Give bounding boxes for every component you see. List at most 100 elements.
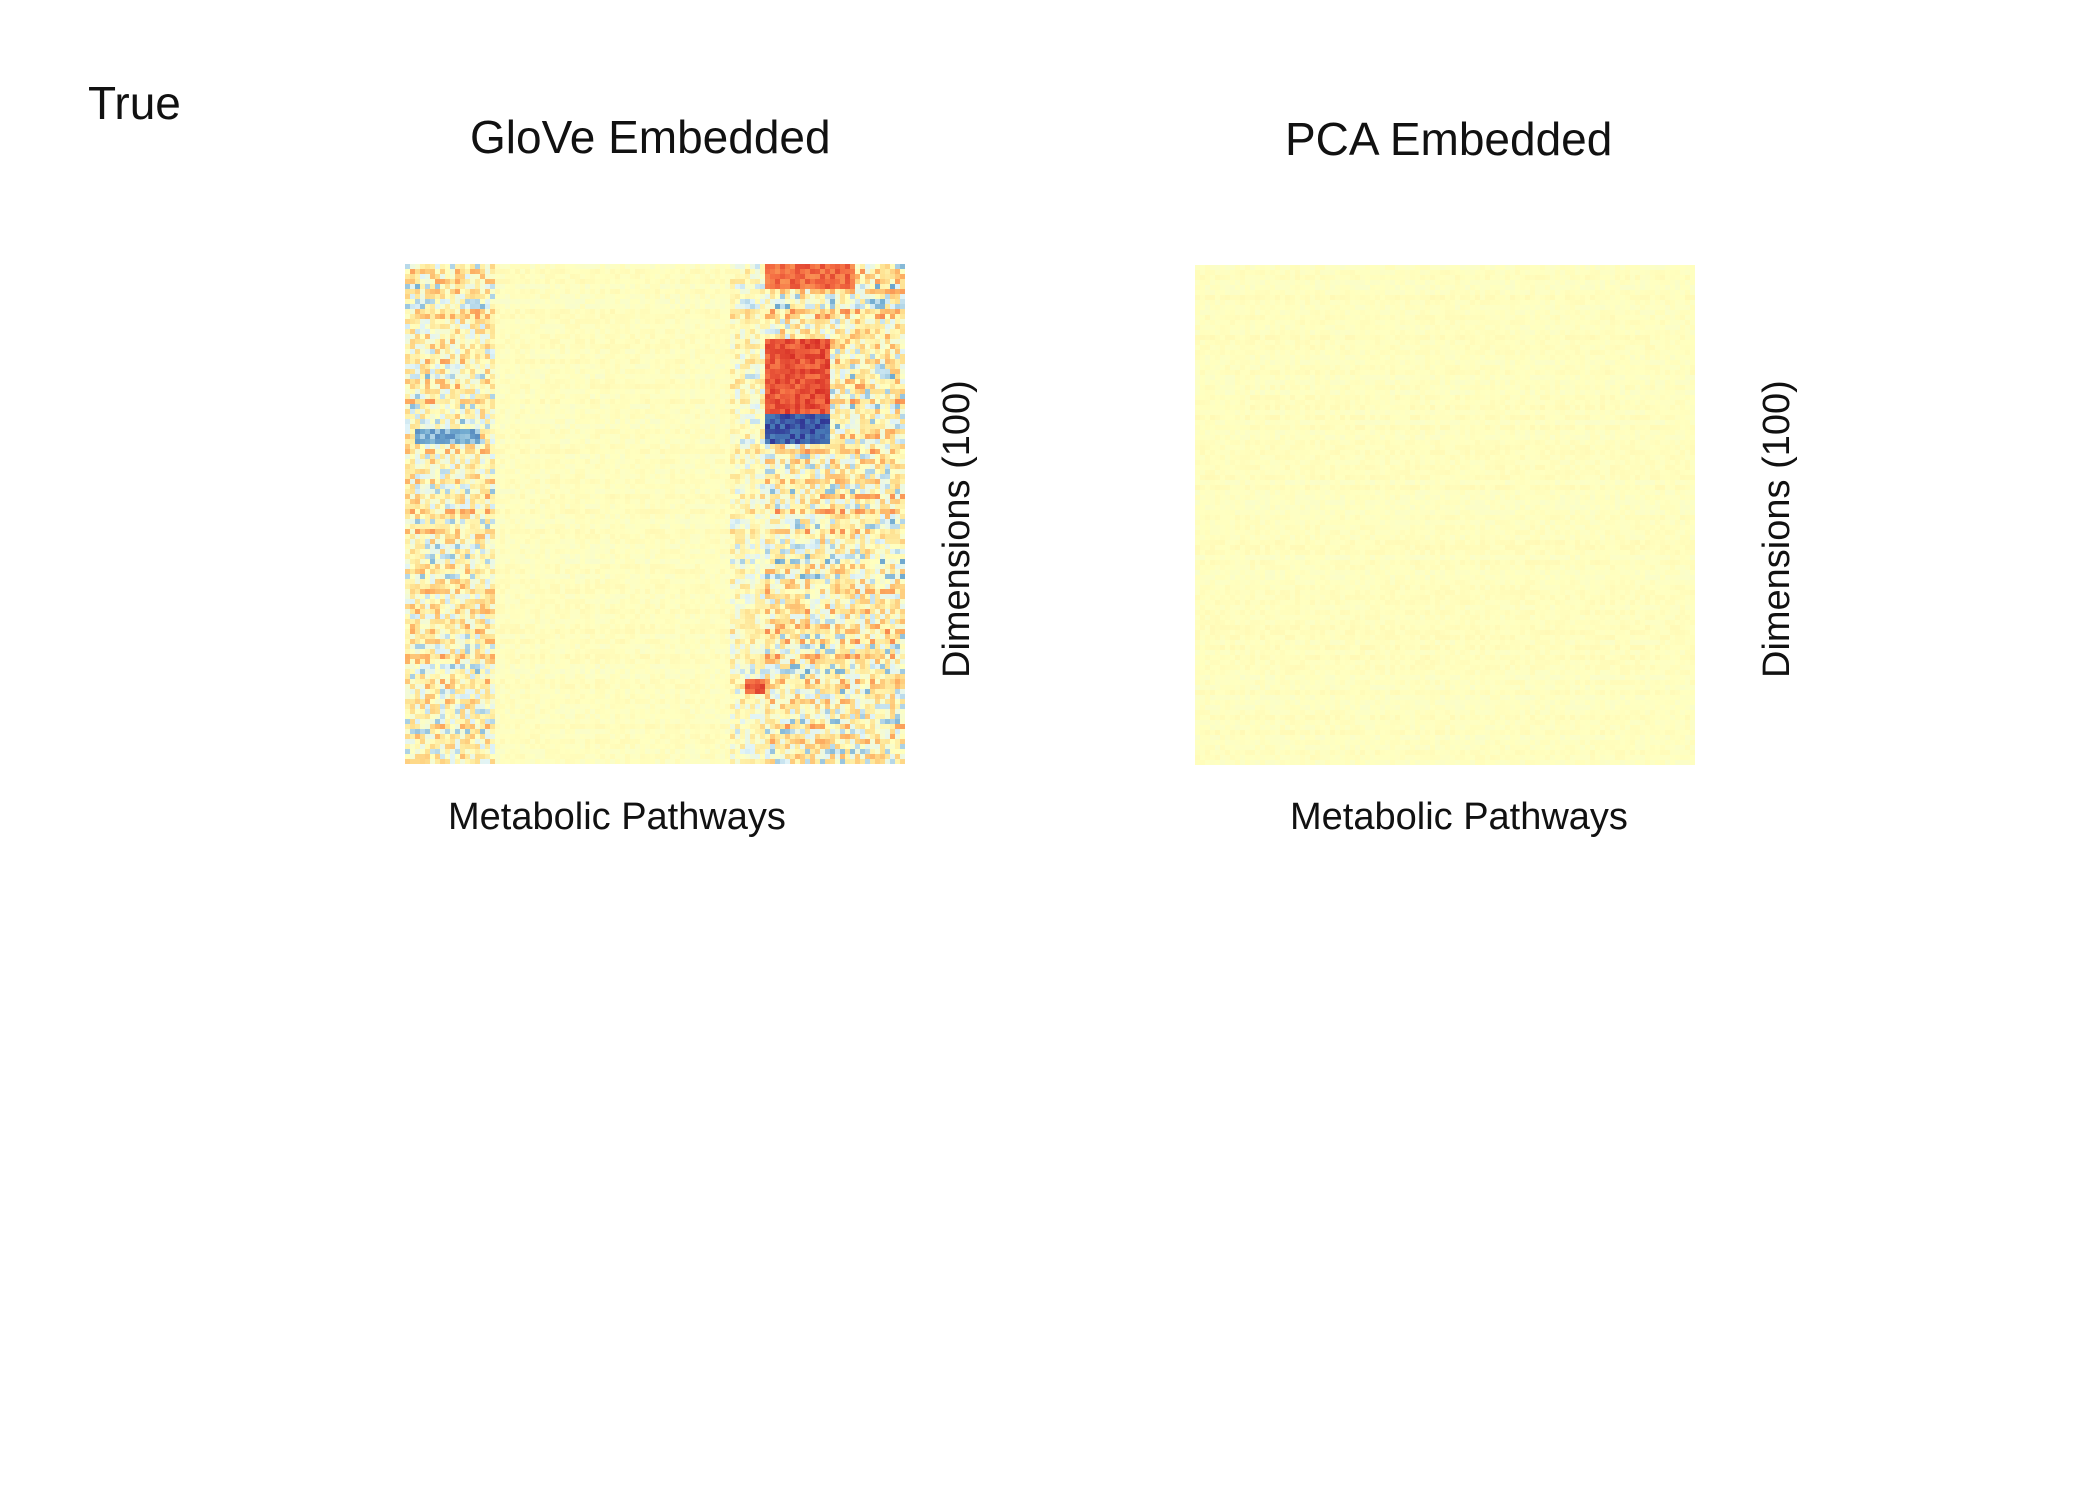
glove-heatmap-cell xyxy=(765,284,771,290)
glove-heatmap-cell xyxy=(855,444,861,450)
glove-heatmap-cell xyxy=(600,439,606,445)
glove-heatmap-cell xyxy=(640,434,646,440)
glove-heatmap-cell xyxy=(885,379,891,385)
glove-heatmap-cell xyxy=(865,309,871,315)
glove-heatmap-cell xyxy=(465,299,471,305)
glove-heatmap-cell xyxy=(790,484,796,490)
glove-heatmap-cell xyxy=(765,399,771,405)
glove-heatmap-cell xyxy=(830,374,836,380)
glove-heatmap-cell xyxy=(865,509,871,515)
glove-heatmap-cell xyxy=(580,349,586,355)
glove-heatmap-cell xyxy=(780,339,786,345)
glove-heatmap-cell xyxy=(535,444,541,450)
glove-heatmap-cell xyxy=(760,344,766,350)
glove-heatmap-cell xyxy=(800,314,806,320)
glove-heatmap-cell xyxy=(545,359,551,365)
glove-heatmap-cell xyxy=(840,454,846,460)
glove-heatmap-cell xyxy=(580,289,586,295)
glove-heatmap-cell xyxy=(730,264,736,270)
glove-heatmap-cell xyxy=(685,304,691,310)
glove-heatmap-cell xyxy=(590,374,596,380)
glove-heatmap-cell xyxy=(545,324,551,330)
glove-heatmap-cell xyxy=(725,474,731,480)
glove-heatmap-cell xyxy=(480,314,486,320)
glove-heatmap-cell xyxy=(770,409,776,415)
glove-heatmap-cell xyxy=(570,389,576,395)
glove-heatmap-cell xyxy=(845,379,851,385)
glove-heatmap-cell xyxy=(535,404,541,410)
glove-heatmap-cell xyxy=(900,329,905,335)
glove-heatmap-cell xyxy=(615,364,621,370)
glove-heatmap-cell xyxy=(840,319,846,325)
glove-heatmap-cell xyxy=(790,339,796,345)
glove-heatmap-cell xyxy=(880,469,886,475)
glove-heatmap-cell xyxy=(465,284,471,290)
glove-heatmap-cell xyxy=(480,274,486,280)
glove-heatmap-cell xyxy=(810,364,816,370)
glove-heatmap-cell xyxy=(695,504,701,510)
glove-heatmap-cell xyxy=(710,454,716,460)
glove-heatmap-cell xyxy=(790,444,796,450)
glove-heatmap-cell xyxy=(420,324,426,330)
glove-heatmap-cell xyxy=(705,444,711,450)
glove-heatmap-cell xyxy=(800,379,806,385)
glove-heatmap-cell xyxy=(790,399,796,405)
glove-heatmap-cell xyxy=(425,359,431,365)
glove-heatmap-cell xyxy=(740,364,746,370)
glove-heatmap-cell xyxy=(785,284,791,290)
glove-heatmap-cell xyxy=(885,359,891,365)
glove-heatmap-cell xyxy=(540,449,546,455)
glove-heatmap-cell xyxy=(590,359,596,365)
glove-heatmap-cell xyxy=(570,474,576,480)
glove-heatmap-cell xyxy=(605,419,611,425)
glove-heatmap-cell xyxy=(425,489,431,495)
glove-heatmap-cell xyxy=(690,359,696,365)
glove-heatmap-cell xyxy=(615,289,621,295)
glove-heatmap-cell xyxy=(455,364,461,370)
glove-heatmap-cell xyxy=(580,504,586,510)
glove-heatmap-cell xyxy=(700,359,706,365)
glove-heatmap-cell xyxy=(665,304,671,310)
glove-heatmap-cell xyxy=(750,284,756,290)
glove-heatmap-cell xyxy=(470,334,476,340)
glove-heatmap-cell xyxy=(520,374,526,380)
glove-heatmap-cell xyxy=(620,299,626,305)
glove-heatmap-cell xyxy=(475,444,481,450)
glove-heatmap-cell xyxy=(465,504,471,510)
glove-heatmap-cell xyxy=(610,499,616,505)
glove-heatmap-cell xyxy=(710,279,716,285)
glove-heatmap-cell xyxy=(760,364,766,370)
glove-heatmap-cell xyxy=(830,319,836,325)
glove-heatmap-cell xyxy=(435,509,441,515)
glove-heatmap-cell xyxy=(530,494,536,500)
glove-heatmap-cell xyxy=(855,414,861,420)
glove-heatmap-cell xyxy=(440,409,446,415)
glove-heatmap-cell xyxy=(500,299,506,305)
glove-heatmap-cell xyxy=(900,284,905,290)
glove-heatmap-cell xyxy=(820,284,826,290)
glove-heatmap-cell xyxy=(680,399,686,405)
glove-heatmap-cell xyxy=(680,389,686,395)
glove-heatmap-cell xyxy=(545,509,551,515)
glove-heatmap-cell xyxy=(695,449,701,455)
glove-heatmap-cell xyxy=(720,479,726,485)
glove-heatmap-cell xyxy=(510,409,516,415)
glove-heatmap-cell xyxy=(665,379,671,385)
glove-heatmap-cell xyxy=(860,324,866,330)
glove-heatmap-cell xyxy=(815,364,821,370)
glove-heatmap-cell xyxy=(875,434,881,440)
glove-heatmap-cell xyxy=(875,369,881,375)
glove-heatmap-cell xyxy=(785,269,791,275)
glove-heatmap-cell xyxy=(560,354,566,360)
glove-heatmap-cell xyxy=(645,394,651,400)
glove-heatmap-cell xyxy=(495,454,501,460)
glove-heatmap-cell xyxy=(575,404,581,410)
glove-heatmap-cell xyxy=(745,494,751,500)
glove-heatmap-cell xyxy=(875,499,881,505)
glove-heatmap-cell xyxy=(700,464,706,470)
glove-heatmap-cell xyxy=(635,499,641,505)
glove-heatmap-cell xyxy=(840,504,846,510)
glove-heatmap-cell xyxy=(410,419,416,425)
glove-heatmap-cell xyxy=(480,339,486,345)
glove-heatmap-cell xyxy=(730,464,736,470)
